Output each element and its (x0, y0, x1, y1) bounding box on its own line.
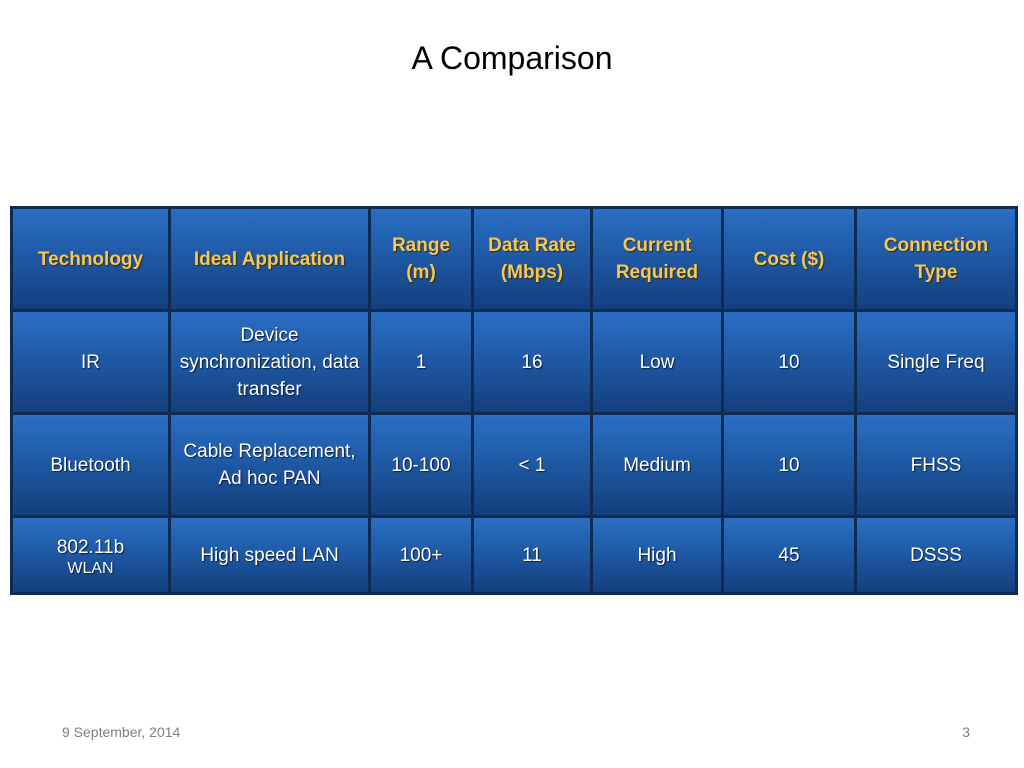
cell-current: Medium (593, 415, 721, 515)
table-row: Bluetooth Cable Replacement, Ad hoc PAN … (13, 415, 1015, 515)
table-row: IR Device synchronization, data transfer… (13, 312, 1015, 412)
cell-data-rate: 11 (474, 518, 590, 592)
cell-range: 10-100 (371, 415, 471, 515)
cell-current: Low (593, 312, 721, 412)
cell-data-rate: 16 (474, 312, 590, 412)
cell-data-rate: < 1 (474, 415, 590, 515)
comparison-table-frame: Technology Ideal Application Range (m) D… (10, 206, 1018, 595)
cell-connection: Single Freq (857, 312, 1015, 412)
page-number: 3 (962, 724, 970, 740)
cell-cost: 45 (724, 518, 854, 592)
comparison-table: Technology Ideal Application Range (m) D… (10, 206, 1018, 595)
technology-subtitle: WLAN (67, 559, 114, 577)
cell-connection: DSSS (857, 518, 1015, 592)
cell-technology: Bluetooth (13, 415, 168, 515)
cell-cost: 10 (724, 312, 854, 412)
table-header-row: Technology Ideal Application Range (m) D… (13, 209, 1015, 309)
header-data-rate: Data Rate (Mbps) (474, 209, 590, 309)
footer-date: 9 September, 2014 (62, 724, 181, 740)
cell-connection: FHSS (857, 415, 1015, 515)
cell-technology: IR (13, 312, 168, 412)
header-range: Range (m) (371, 209, 471, 309)
slide-title: A Comparison (411, 40, 613, 76)
header-current-required: Current Required (593, 209, 721, 309)
cell-current: High (593, 518, 721, 592)
header-cost: Cost ($) (724, 209, 854, 309)
cell-range: 100+ (371, 518, 471, 592)
cell-application: High speed LAN (171, 518, 368, 592)
cell-technology: 802.11b WLAN (13, 518, 168, 592)
header-ideal-application: Ideal Application (171, 209, 368, 309)
cell-application: Device synchronization, data transfer (171, 312, 368, 412)
table-row: 802.11b WLAN High speed LAN 100+ 11 High… (13, 518, 1015, 592)
cell-application: Cable Replacement, Ad hoc PAN (171, 415, 368, 515)
header-technology: Technology (13, 209, 168, 309)
header-connection-type: Connection Type (857, 209, 1015, 309)
cell-range: 1 (371, 312, 471, 412)
cell-cost: 10 (724, 415, 854, 515)
technology-name: 802.11b (56, 536, 125, 558)
